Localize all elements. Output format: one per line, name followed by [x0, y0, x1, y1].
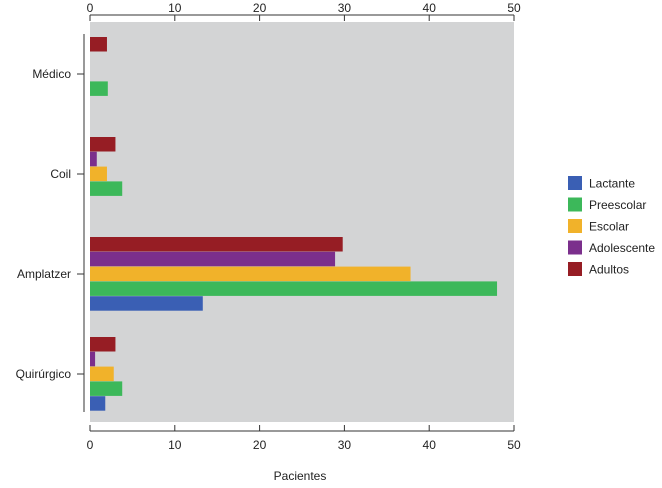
x-tick-label-top: 0: [87, 1, 94, 15]
bars-group: [90, 37, 498, 411]
x-tick-label-bottom: 20: [253, 438, 267, 452]
category-label: Coil: [50, 167, 71, 181]
bar-coil-adultos: [90, 137, 116, 152]
x-tick-label-bottom: 30: [338, 438, 352, 452]
legend-label-adultos: Adultos: [589, 263, 629, 277]
category-label: Amplatzer: [17, 267, 71, 281]
category-label: Médico: [32, 67, 71, 81]
x-tick-label-top: 10: [168, 1, 182, 15]
x-tick-label-bottom: 50: [507, 438, 521, 452]
bar-amplatzer-adultos: [90, 237, 343, 252]
legend-swatch-adolescente: [568, 240, 582, 255]
x-tick-label-top: 40: [423, 1, 437, 15]
x-tick-label-bottom: 0: [87, 438, 94, 452]
x-tick-label-top: 30: [338, 1, 352, 15]
bar-quirúrgico-lactante: [90, 396, 106, 411]
bar-amplatzer-adolescente: [90, 251, 336, 267]
bar-coil-preescolar: [90, 181, 123, 196]
bar-médico-preescolar: [90, 81, 108, 96]
legend-swatch-adultos: [568, 262, 582, 276]
x-tick-label-bottom: 10: [168, 438, 182, 452]
x-tick-label-top: 20: [253, 1, 267, 15]
bar-coil-adolescente: [90, 151, 97, 167]
axes-group: Médico Coil Amplatzer Quirúrgico 0 0 10 10 20 20 3…: [16, 1, 521, 452]
x-axis-label: Pacientes: [274, 469, 327, 483]
legend-label-lactante: Lactante: [589, 177, 635, 191]
x-tick-label-bottom: 40: [423, 438, 437, 452]
legend-swatch-lactante: [568, 176, 582, 190]
bar-coil-escolar: [90, 166, 107, 182]
bar-quirúrgico-adultos: [90, 337, 116, 352]
legend-swatch-escolar: [568, 219, 582, 233]
legend-swatch-preescolar: [568, 197, 582, 212]
bar-quirúrgico-escolar: [90, 366, 114, 382]
plot-background: [90, 22, 514, 422]
bar-amplatzer-escolar: [90, 266, 411, 282]
legend-label-adolescente: Adolescente: [589, 241, 655, 255]
x-tick-label-top: 50: [507, 1, 521, 15]
bar-quirúrgico-adolescente: [90, 351, 96, 367]
bar-quirúrgico-preescolar: [90, 381, 123, 396]
legend-label-escolar: Escolar: [589, 220, 629, 234]
legend: Lactante Preescolar Escolar Adolescente Adul…: [568, 176, 655, 277]
bar-amplatzer-lactante: [90, 296, 203, 311]
bar-médico-adultos: [90, 37, 107, 52]
bar-amplatzer-preescolar: [90, 281, 498, 296]
category-label: Quirúrgico: [16, 367, 72, 381]
legend-label-preescolar: Preescolar: [589, 198, 646, 212]
